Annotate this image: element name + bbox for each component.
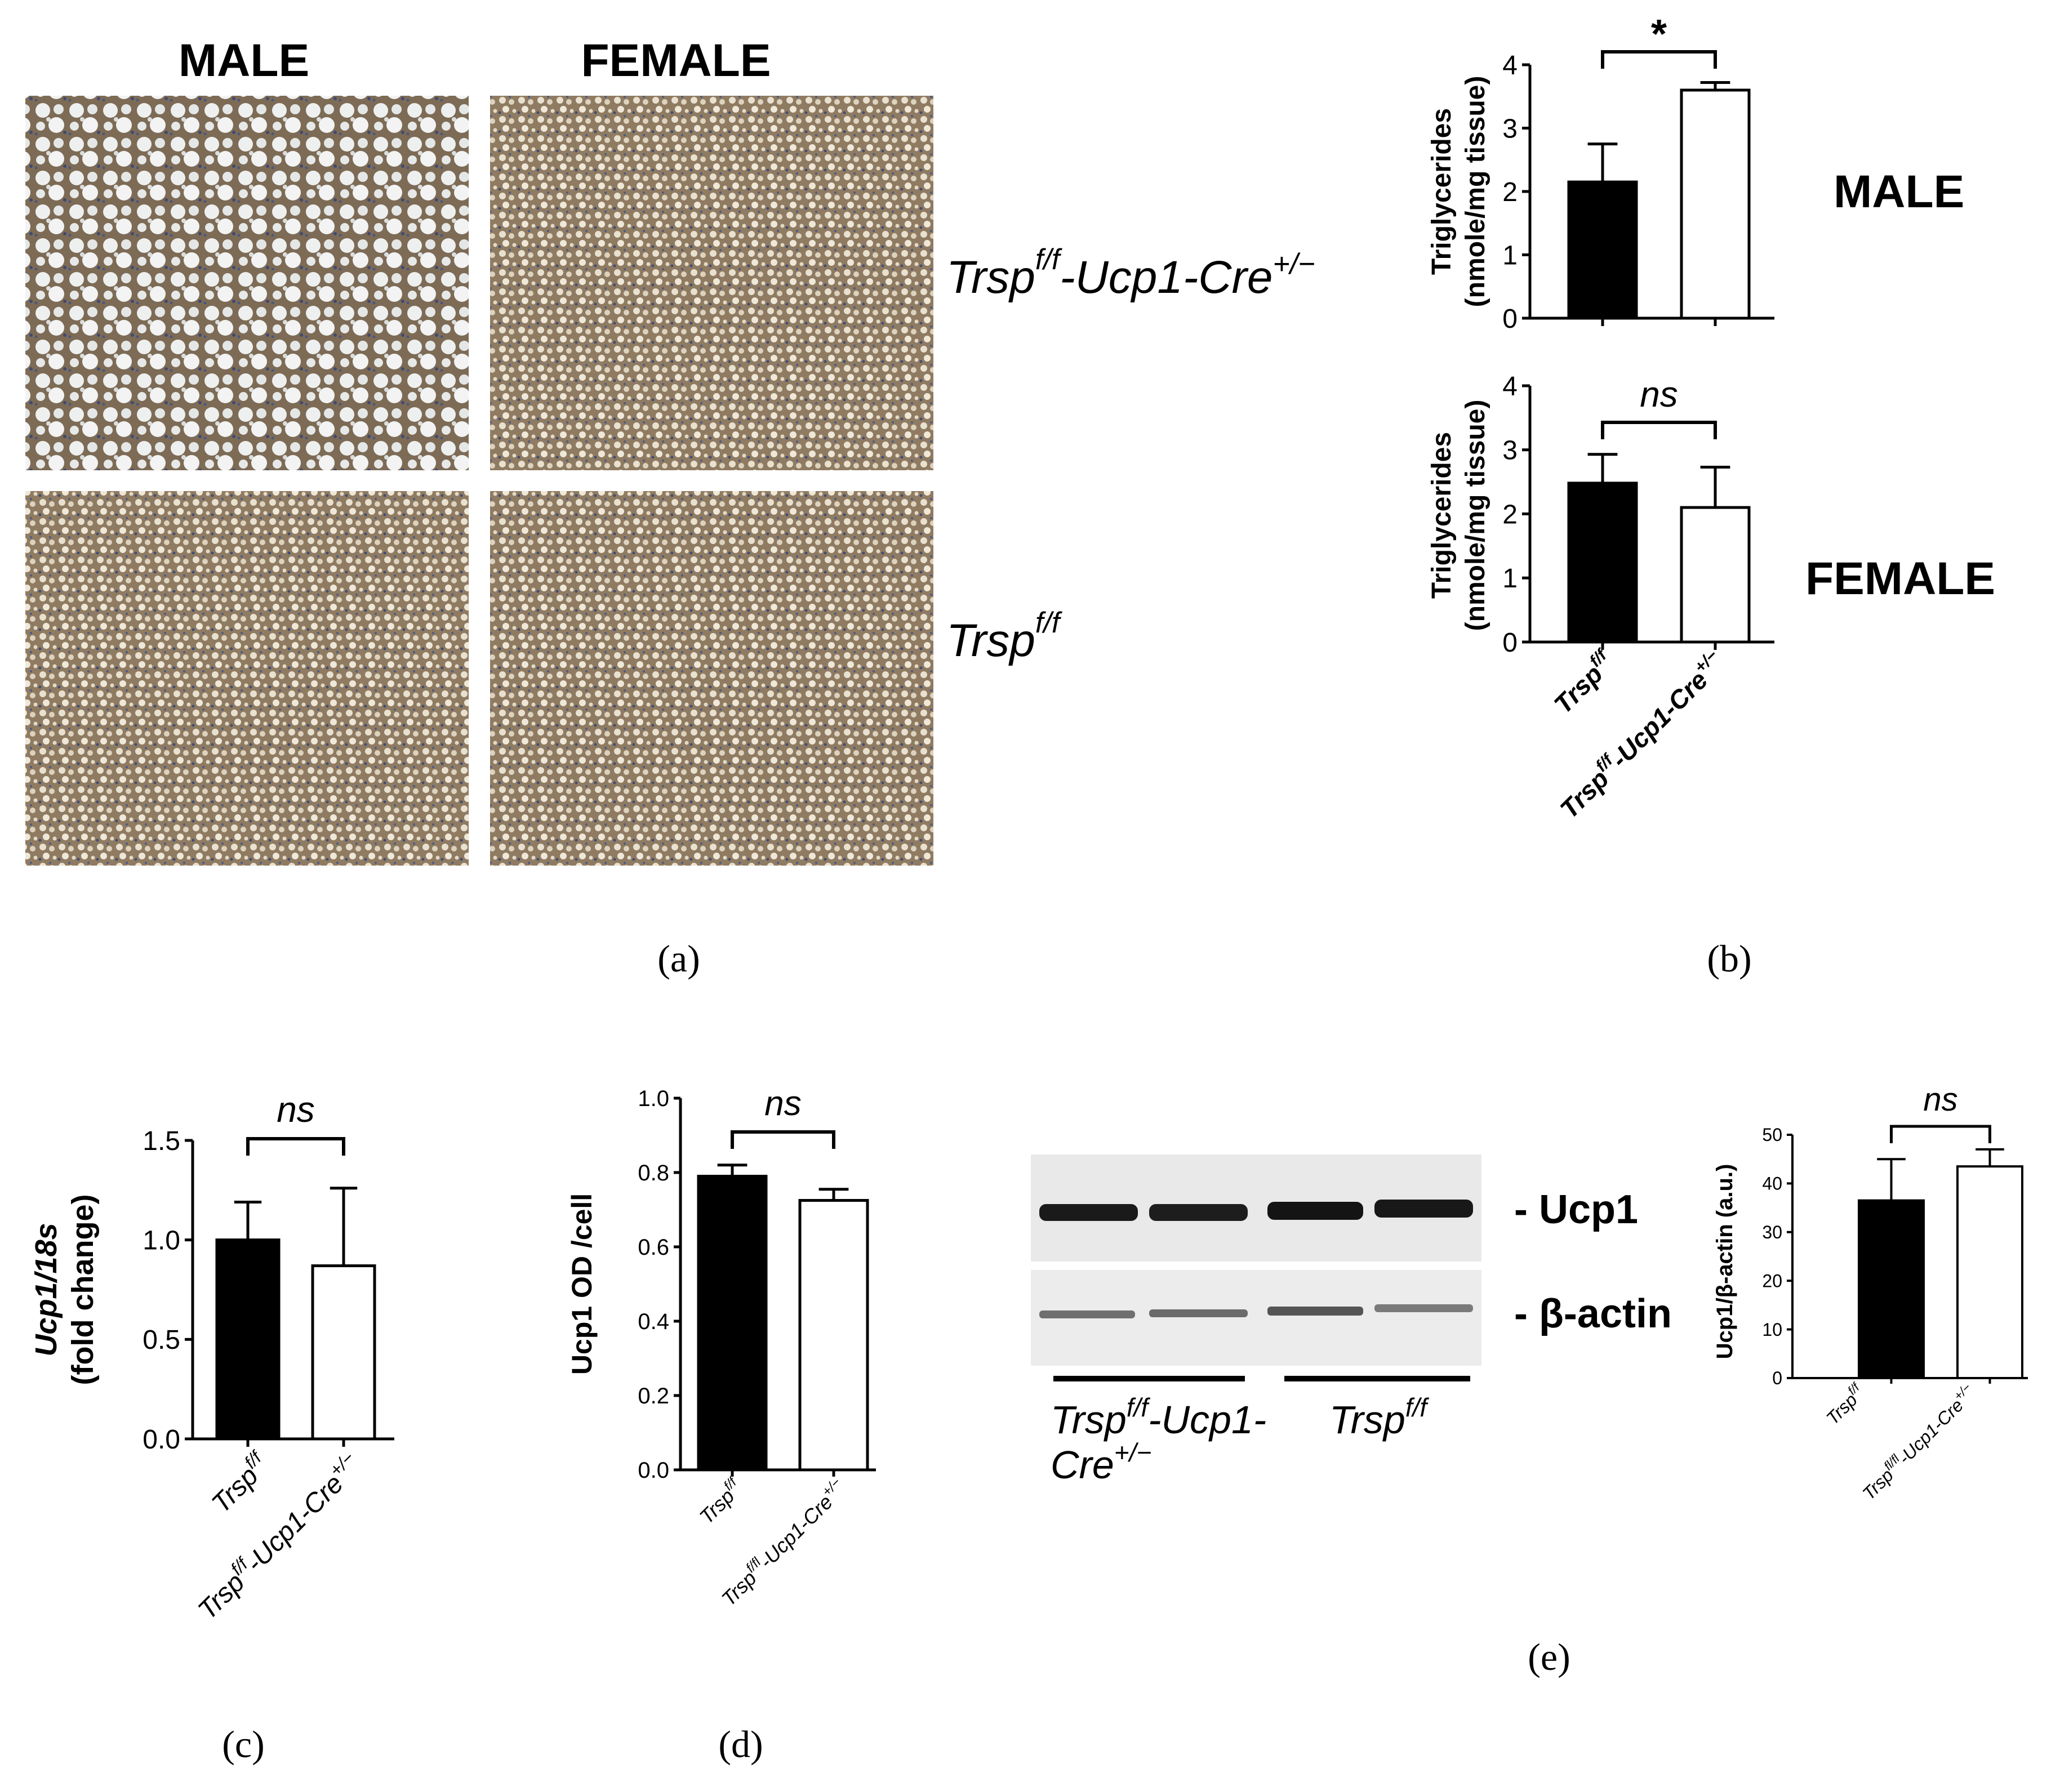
y-tick-label: 1 [1502, 240, 1518, 270]
y-tick-label: 4 [1502, 51, 1518, 81]
caption-b: (b) [1707, 937, 1751, 980]
chart-e: 0 10 20 30 40 50 ns Ucp1/β-actin (a.u.) Trspf/… [1712, 1081, 2028, 1504]
y-tick-label: 0 [1772, 1368, 1782, 1388]
bar-knockout [798, 1199, 869, 1472]
bar-knockout [1680, 88, 1751, 320]
y-tick-label: 0.2 [638, 1384, 669, 1408]
row-label-knockout: Trspf/f-Ucp1-Cre+/− [946, 243, 1315, 303]
caption-d: (d) [718, 1723, 763, 1766]
col-header-male: MALE [179, 35, 309, 86]
western-blot: - Ucp1 - β-actin Trspf/f-Ucp1- Cre+/− Tr… [1031, 1154, 1672, 1487]
y-tick-label: 0.0 [638, 1458, 669, 1483]
significance-label: ns [1923, 1081, 1957, 1118]
band-actin-lane4 [1374, 1304, 1473, 1312]
significance-label: ns [1640, 374, 1678, 414]
group-label-knockout-line2: Cre+/− [1051, 1438, 1151, 1487]
y-tick-label: 0.5 [143, 1325, 180, 1355]
sex-label-male: MALE [1834, 166, 1964, 217]
y-tick-label: 40 [1762, 1174, 1782, 1194]
y-tick-label: 0.0 [143, 1425, 180, 1455]
panel-e: - Ucp1 - β-actin Trspf/f-Ucp1- Cre+/− Tr… [1031, 1081, 2028, 1678]
y-tick-label: 1 [1502, 564, 1518, 594]
bar-knockout [311, 1264, 376, 1441]
y-tick-label: 1.0 [143, 1225, 180, 1255]
band-ucp1-lane4 [1374, 1200, 1473, 1218]
y-tick-label: 10 [1762, 1320, 1782, 1340]
x-tick-label-control: Trspf/f [1820, 1379, 1870, 1429]
y-tick-label: 0 [1502, 304, 1518, 334]
significance-label: ns [277, 1089, 315, 1130]
y-axis-label: Ucp1/β-actin (a.u.) [1712, 1164, 1737, 1359]
group-label-knockout-line1: Trspf/f-Ucp1- [1051, 1393, 1266, 1442]
chart-b-male: 0 1 2 3 4 * Triglycerides (nmole/mg tissue) M… [1427, 12, 1964, 334]
caption-c: (c) [222, 1723, 264, 1766]
bar-control [215, 1238, 281, 1441]
y-tick-label: 50 [1762, 1125, 1782, 1145]
band-label-ucp1: - Ucp1 [1514, 1187, 1638, 1232]
band-ucp1-lane1 [1039, 1204, 1138, 1221]
band-label-actin: - β-actin [1514, 1291, 1672, 1336]
significance-label: ns [764, 1084, 801, 1123]
y-tick-label: 4 [1502, 372, 1518, 402]
y-tick-label: 2 [1502, 500, 1518, 529]
y-tick-label: 3 [1502, 114, 1518, 144]
band-actin-lane3 [1267, 1307, 1363, 1316]
x-tick-label-control: Trspf/f [203, 1446, 276, 1519]
y-axis-label-line1: Triglycerides [1427, 108, 1457, 275]
bar-control [1567, 180, 1638, 320]
bar-control [1567, 482, 1638, 644]
panel-b: 0 1 2 3 4 * Triglycerides (nmole/mg tissue) M… [1427, 12, 1995, 980]
y-axis-label-line1: Triglycerides [1427, 432, 1457, 599]
micrograph-female-knockout [490, 96, 933, 470]
y-tick-label: 1.0 [638, 1086, 669, 1111]
panel-a: MALE FEMALE Trspf/f-Ucp1-Cre+/− Trspf/f … [25, 35, 1315, 980]
micrograph-male-control [25, 491, 469, 866]
y-tick-label: 2 [1502, 177, 1518, 207]
y-tick-label: 0.8 [638, 1161, 669, 1185]
y-axis-label-line2: (fold change) [66, 1194, 100, 1385]
significance-bracket [1601, 50, 1717, 69]
bar-control [1858, 1199, 1925, 1379]
y-axis-label-line1: Ucp1/18s [29, 1223, 63, 1356]
y-tick-label: 0 [1502, 628, 1518, 658]
significance-bracket [1601, 421, 1717, 439]
y-axis-label: Ucp1 OD /cell [566, 1193, 598, 1375]
x-tick-label-control: Trspf/f [693, 1474, 748, 1528]
significance-label: * [1651, 12, 1667, 57]
y-tick-label: 30 [1762, 1222, 1782, 1242]
bar-control [697, 1175, 768, 1472]
significance-bracket [1890, 1125, 1991, 1143]
band-ucp1-lane3 [1267, 1202, 1363, 1220]
y-tick-label: 20 [1762, 1271, 1782, 1291]
micrograph-male-knockout [25, 96, 469, 470]
caption-e: (e) [1528, 1635, 1570, 1678]
group-label-control: Trspf/f [1329, 1393, 1429, 1442]
significance-bracket [731, 1130, 835, 1149]
y-tick-label: 0.4 [638, 1309, 669, 1334]
significance-bracket [246, 1137, 345, 1156]
x-tick-label-knockout: Trspfl/fl-Ucp1-Cre+/− [1857, 1380, 1980, 1504]
bar-knockout [1956, 1165, 2023, 1379]
panel-d: 0.0 0.2 0.4 0.6 0.8 1.0 ns Ucp1 OD /cell Trspf… [566, 1084, 876, 1766]
sex-label-female: FEMALE [1805, 553, 1995, 604]
row-label-control: Trspf/f [946, 607, 1062, 666]
y-tick-label: 1.5 [143, 1126, 180, 1156]
y-tick-label: 3 [1502, 436, 1518, 466]
x-tick-label-knockout: Trspf/fl-Ucp1-Cre+/− [715, 1475, 851, 1611]
band-actin-lane2 [1149, 1309, 1248, 1317]
band-ucp1-lane2 [1149, 1204, 1248, 1221]
band-actin-lane1 [1039, 1310, 1135, 1318]
bar-knockout [1680, 506, 1751, 644]
x-tick-label-control: Trspf/f [1547, 645, 1621, 719]
y-axis-label-line2: (nmole/mg tissue) [1461, 400, 1490, 631]
micrograph-female-control [490, 491, 933, 866]
col-header-female: FEMALE [581, 35, 771, 86]
x-tick-label-knockout: Trspf/f-Ucp1-Cre+/− [190, 1447, 368, 1625]
y-axis-label-line2: (nmole/mg tissue) [1461, 76, 1490, 307]
panel-c: 0.0 0.5 1.0 1.5 ns Ucp1/18s (fold change) Tr… [29, 1089, 394, 1766]
caption-a: (a) [657, 937, 700, 980]
y-tick-label: 0.6 [638, 1235, 669, 1260]
